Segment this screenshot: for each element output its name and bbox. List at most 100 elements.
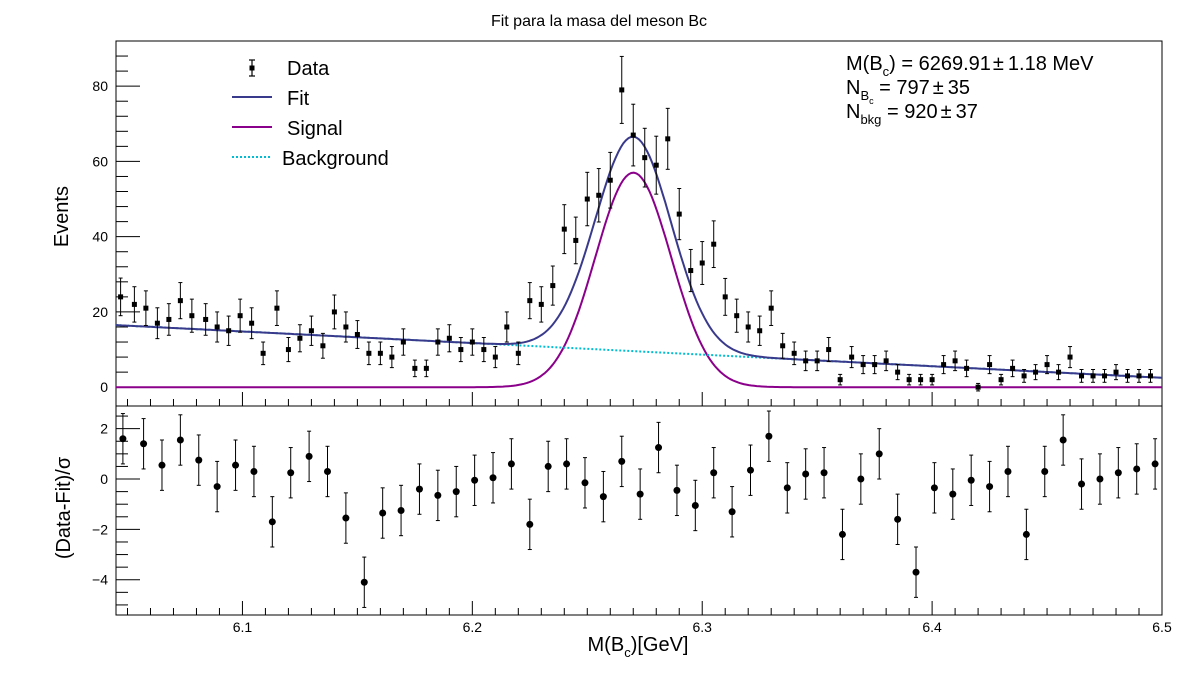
data-marker	[154, 320, 160, 326]
data-marker	[481, 347, 487, 353]
data-marker	[849, 354, 855, 360]
pull-marker	[728, 508, 736, 516]
data-marker	[1090, 373, 1096, 379]
pull-marker	[342, 514, 350, 522]
data-point	[1113, 364, 1119, 381]
data-marker	[492, 354, 498, 360]
pull-point	[820, 447, 828, 499]
data-point	[177, 282, 183, 320]
pull-point	[746, 444, 754, 496]
pull-marker	[1096, 475, 1104, 483]
pull-point	[1078, 458, 1086, 510]
pull-point	[471, 454, 479, 506]
legend-item-signal: Signal	[232, 118, 343, 140]
data-point	[481, 337, 487, 363]
stat-nbkg-value: = 920	[881, 101, 937, 123]
data-marker	[1044, 362, 1050, 368]
pull-marker	[838, 530, 846, 538]
data-point	[389, 346, 395, 369]
pull-marker	[1059, 436, 1067, 444]
data-point	[308, 315, 314, 346]
pull-marker	[563, 460, 571, 468]
data-marker	[1102, 373, 1108, 379]
data-marker	[118, 294, 124, 300]
data-point	[964, 359, 970, 378]
pull-marker	[544, 462, 552, 470]
data-marker	[189, 313, 195, 319]
stat-mass-pm: ±	[993, 53, 1004, 75]
data-marker	[711, 241, 717, 247]
data-point	[918, 373, 924, 386]
data-point	[446, 324, 452, 353]
data-point	[249, 307, 255, 340]
data-marker	[757, 328, 763, 334]
pull-point	[618, 435, 626, 488]
fit-x-ticks	[126, 392, 1163, 406]
pull-point	[232, 439, 240, 491]
pull-marker	[967, 476, 975, 484]
pull-marker	[802, 470, 810, 478]
pull-marker	[1078, 480, 1086, 488]
stat-nbc-value: = 797	[874, 77, 930, 99]
pull-marker	[894, 515, 902, 523]
pull-marker	[618, 457, 626, 465]
data-marker	[446, 335, 452, 341]
data-marker	[203, 316, 209, 322]
x-axis-label-sub: c	[624, 645, 631, 660]
x-axis-label-prefix: M(B	[588, 634, 625, 656]
data-marker	[131, 301, 137, 307]
data-marker	[826, 347, 832, 353]
data-marker	[331, 309, 337, 315]
pull-point	[710, 447, 718, 499]
data-marker	[1148, 373, 1154, 379]
data-marker	[630, 132, 636, 138]
data-point	[676, 188, 682, 241]
pull-marker	[949, 490, 957, 498]
legend-data-label: Data	[287, 58, 330, 80]
pull-marker	[1151, 460, 1159, 468]
pull-marker	[673, 486, 681, 494]
pull-point	[323, 445, 331, 498]
pull-marker	[287, 469, 295, 477]
data-point	[791, 341, 797, 366]
stat-mass-prefix: M(B	[846, 53, 883, 75]
data-marker	[906, 377, 912, 383]
data-marker	[1079, 373, 1085, 379]
stat-mass: M(Bc) = 6269.91 ±1.18 MeV	[846, 53, 1094, 79]
pull-point	[986, 460, 994, 513]
legend: Data Fit Signal Background	[232, 58, 389, 170]
fit-y-axis-label: Events	[51, 186, 73, 247]
data-marker	[515, 350, 521, 356]
stat-nbc-sub: B	[860, 88, 869, 103]
data-marker	[458, 347, 464, 353]
data-marker	[343, 324, 349, 330]
data-point	[630, 103, 636, 167]
fit-curve	[115, 135, 1163, 379]
data-point	[492, 346, 498, 369]
pull-point	[599, 470, 607, 523]
data-point	[619, 55, 625, 124]
data-marker	[895, 369, 901, 375]
chart-title: Fit para la masa del meson Bc	[491, 13, 707, 30]
pull-marker	[636, 490, 644, 498]
pull-point	[305, 430, 313, 483]
pull-marker	[857, 475, 865, 483]
stat-nbc-prefix: N	[846, 77, 860, 99]
pull-marker	[783, 484, 791, 492]
data-point	[1125, 369, 1131, 383]
data-marker	[872, 362, 878, 368]
data-marker	[929, 377, 935, 383]
data-point	[596, 168, 602, 223]
pull-point	[140, 418, 148, 470]
data-point	[929, 373, 935, 386]
data-marker	[619, 87, 625, 93]
data-marker	[143, 305, 149, 311]
data-point	[214, 311, 220, 343]
pull-point	[507, 438, 515, 490]
data-point	[780, 332, 786, 359]
data-point	[561, 204, 567, 255]
pull-point	[1022, 508, 1030, 561]
fit-y-tick-label: 80	[92, 78, 108, 94]
pull-point	[287, 447, 295, 499]
data-point	[1056, 364, 1062, 381]
